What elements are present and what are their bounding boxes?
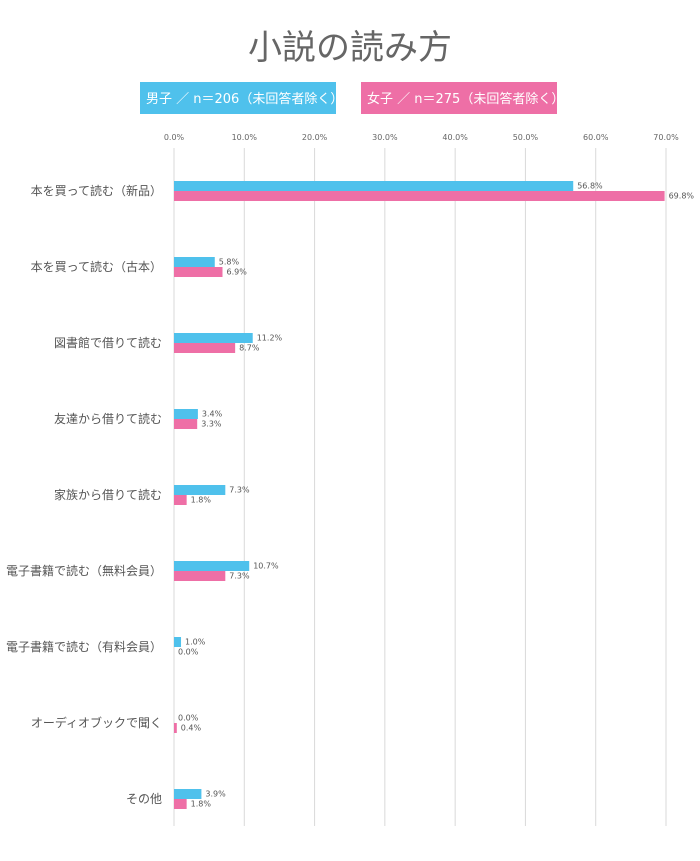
data-label: 3.4% — [202, 410, 223, 419]
bar-boys — [174, 333, 253, 343]
legend-label-boys: 男子 ／ n＝206（未回答者除く） — [146, 91, 343, 107]
x-tick-label: 60.0% — [583, 133, 609, 142]
x-axis-ticks: 0.0% 10.0% 20.0% 30.0% 40.0% 50.0% 60.0% 70.0% — [164, 133, 679, 142]
data-label: 69.8% — [669, 192, 695, 201]
x-tick-label: 20.0% — [302, 133, 328, 142]
data-label: 1.0% — [185, 638, 206, 647]
bar-girls — [174, 571, 226, 581]
x-tick-label: 70.0% — [653, 133, 679, 142]
data-label: 7.3% — [229, 486, 250, 495]
data-label: 1.8% — [191, 800, 212, 809]
category-label: 図書館で借りて読む — [54, 335, 162, 350]
bar-boys — [174, 409, 198, 419]
data-labels: 56.8%69.8%5.8%6.9%11.2%8.7%3.4%3.3%7.3%1… — [178, 182, 694, 809]
bar-girls — [174, 799, 187, 809]
data-label: 7.3% — [229, 572, 250, 581]
x-tick-label: 40.0% — [442, 133, 468, 142]
gridlines — [173, 148, 667, 826]
category-label: その他 — [126, 792, 162, 806]
data-label: 8.7% — [239, 344, 260, 353]
bar-boys — [174, 181, 574, 191]
legend: 男子 ／ n＝206（未回答者除く） 女子 ／ n＝275（未回答者除く） — [140, 82, 564, 114]
data-label: 11.2% — [257, 334, 283, 343]
bar-girls — [174, 191, 665, 201]
bar-girls — [174, 495, 187, 505]
data-label: 3.3% — [201, 420, 222, 429]
x-tick-label: 30.0% — [372, 133, 398, 142]
data-label: 3.9% — [205, 790, 226, 799]
x-tick-label: 50.0% — [513, 133, 539, 142]
legend-label-girls: 女子 ／ n＝275（未回答者除く） — [367, 91, 564, 107]
bar-girls — [174, 419, 198, 429]
data-label: 10.7% — [253, 562, 279, 571]
legend-swatch-girls — [361, 82, 557, 114]
bar-boys — [174, 561, 250, 571]
data-label: 0.0% — [178, 714, 199, 723]
bar-boys — [174, 789, 202, 799]
category-labels: 本を買って読む（新品） 本を買って読む（古本） 図書館で借りて読む友達から借りて読む… — [6, 183, 162, 806]
data-label: 5.8% — [219, 258, 240, 267]
category-label: 家族から借りて読む — [54, 487, 162, 502]
bar-girls — [174, 343, 236, 353]
bars — [174, 181, 665, 809]
data-label: 1.8% — [191, 496, 212, 505]
legend-swatch-boys — [140, 82, 336, 114]
x-tick-label: 10.0% — [232, 133, 258, 142]
data-label: 0.4% — [181, 724, 202, 733]
category-label: 友達から借りて読む — [54, 411, 162, 426]
chart-title: 小説の読み方 — [248, 28, 452, 68]
category-label: 電子書籍で読む（有料会員） — [6, 639, 162, 654]
data-label: 0.0% — [178, 648, 199, 657]
bar-girls — [174, 267, 223, 277]
category-label: オーディオブックで聞く — [31, 715, 162, 730]
x-tick-label: 0.0% — [164, 133, 185, 142]
bar-girls — [174, 723, 177, 733]
category-label: 本を買って読む（古本） — [31, 259, 162, 274]
bar-boys — [174, 637, 182, 647]
bar-boys — [174, 485, 226, 495]
category-label: 電子書籍で読む（無料会員） — [6, 563, 162, 578]
data-label: 56.8% — [577, 182, 603, 191]
category-label: 本を買って読む（新品） — [31, 183, 162, 198]
bar-boys — [174, 257, 215, 267]
data-label: 6.9% — [226, 268, 247, 277]
